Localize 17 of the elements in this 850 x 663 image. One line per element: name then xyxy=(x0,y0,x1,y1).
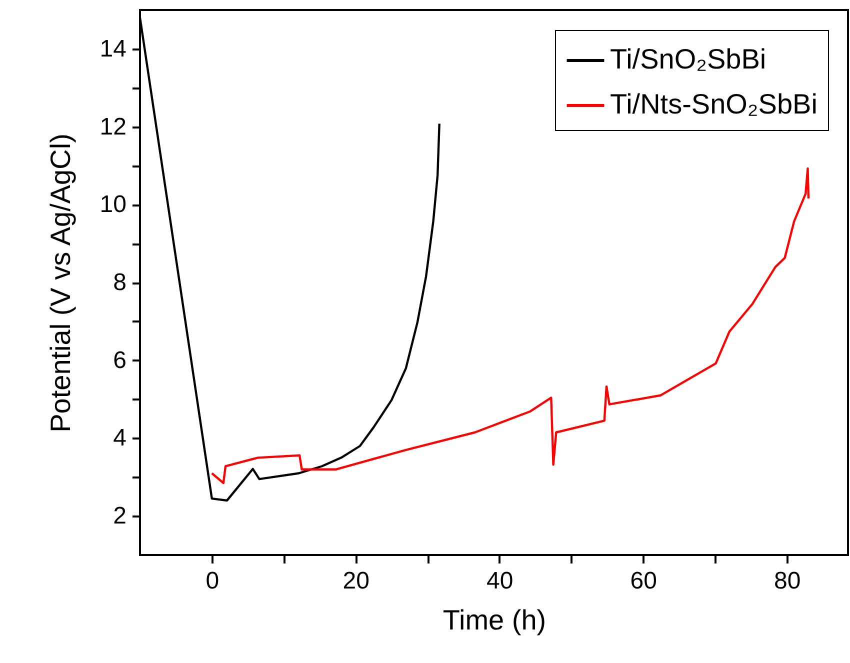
y-tick-label: 8 xyxy=(113,269,126,296)
legend-label: Ti/SnO₂SbBi xyxy=(610,44,766,74)
y-tick-label: 10 xyxy=(100,191,126,218)
x-tick-label: 40 xyxy=(486,568,514,594)
y-axis-title: Potential (V vs Ag/AgCl) xyxy=(44,134,76,432)
y-tick-label: 6 xyxy=(113,346,126,374)
x-tick-label: 60 xyxy=(630,568,657,594)
y-tick-label: 14 xyxy=(100,35,126,62)
y-tick-label: 2 xyxy=(113,502,126,530)
x-tick-label: 0 xyxy=(206,568,220,594)
x-tick-label: 20 xyxy=(342,568,370,594)
y-tick-label: 12 xyxy=(100,113,126,140)
line-series xyxy=(210,167,810,484)
x-axis-title: Time (h) xyxy=(442,604,546,636)
x-tick-label: 80 xyxy=(774,568,801,594)
y-tick-label: 4 xyxy=(113,424,126,452)
legend-label: Ti/Nts-SnO₂SbBi xyxy=(610,88,818,120)
